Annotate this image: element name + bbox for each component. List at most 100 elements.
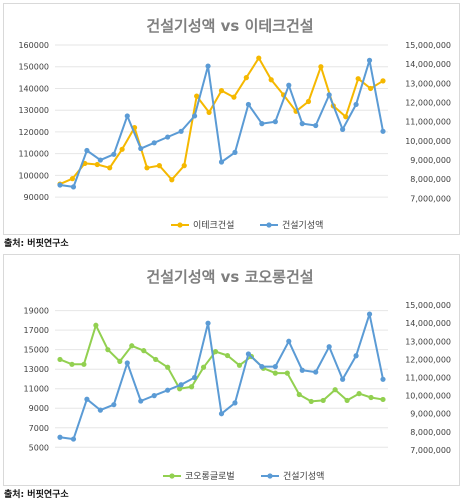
data-point <box>70 436 77 442</box>
data-point <box>177 386 183 392</box>
right-axis-tick-label: 11,000,000 <box>405 374 451 383</box>
right-axis-tick-label: 10,000,000 <box>405 392 451 401</box>
left-axis-tick-label: 11000 <box>24 385 49 394</box>
data-point <box>259 121 265 127</box>
legend-label: 코오롱글로벌 <box>185 471 235 482</box>
right-axis-tick-label: 14,000,000 <box>405 319 451 328</box>
left-axis-tick-label: 140000 <box>18 84 49 93</box>
data-point <box>299 367 305 373</box>
left-axis-tick-label: 13000 <box>24 365 49 374</box>
data-point <box>356 391 362 397</box>
data-point <box>191 113 198 119</box>
data-point <box>245 101 252 108</box>
right-axis-tick-label: 7,000,000 <box>410 446 451 455</box>
data-point <box>332 387 338 393</box>
data-point <box>272 364 278 370</box>
data-point <box>286 338 292 344</box>
data-point <box>286 82 292 88</box>
data-point <box>57 182 63 188</box>
data-point <box>138 145 144 152</box>
left-axis-tick-label: 120000 <box>18 128 49 137</box>
data-point <box>205 63 211 69</box>
data-point <box>181 163 187 169</box>
right-axis-tick-label: 13,000,000 <box>405 337 451 346</box>
data-point <box>97 157 103 163</box>
data-point <box>165 387 171 393</box>
data-point <box>256 55 262 61</box>
data-point <box>178 128 184 134</box>
data-point <box>194 93 200 99</box>
right-axis-tick-label: 8,000,000 <box>410 175 451 184</box>
data-point <box>156 163 162 169</box>
legend-marker <box>177 222 183 228</box>
data-point <box>344 397 350 404</box>
right-axis-tick-label: 9,000,000 <box>410 156 451 165</box>
right-axis-tick-label: 15,000,000 <box>405 301 451 310</box>
data-point <box>151 140 157 146</box>
data-point <box>141 348 147 354</box>
data-point <box>97 407 103 413</box>
data-point <box>326 92 332 98</box>
chart-panel-construction-vs-etech: 건설기성액 vs 이테크건설 90000 100000 110000 120000 130… <box>0 0 463 250</box>
data-point <box>178 382 184 388</box>
left-axis-tick-label: 5000 <box>29 443 49 452</box>
data-point <box>353 353 359 359</box>
right-axis-tick-label: 10,000,000 <box>405 137 451 146</box>
data-point <box>129 343 135 349</box>
left-axis-tick-label: 15000 <box>24 346 49 355</box>
data-point <box>153 356 159 363</box>
data-point <box>355 76 361 82</box>
data-point <box>105 347 111 353</box>
left-axis-tick-label: 90000 <box>24 193 49 202</box>
left-axis-tick-label: 130000 <box>18 106 49 115</box>
data-point <box>380 128 386 134</box>
data-point <box>268 77 274 83</box>
data-point <box>165 364 171 370</box>
data-point <box>368 394 374 401</box>
data-point <box>326 344 332 350</box>
data-point <box>111 402 117 408</box>
left-axis-tick-label: 17000 <box>24 326 49 335</box>
chart-frame <box>3 3 460 235</box>
data-point <box>272 370 278 376</box>
right-axis-tick-label: 11,000,000 <box>405 118 451 127</box>
data-point <box>318 64 324 70</box>
data-point <box>93 322 99 328</box>
data-point <box>206 109 212 115</box>
data-point <box>124 113 130 119</box>
data-point <box>232 149 238 155</box>
data-point <box>69 361 75 367</box>
data-point <box>138 398 144 404</box>
data-point <box>111 151 117 157</box>
data-point <box>272 119 278 125</box>
legend-label: 건설기성액 <box>282 219 323 231</box>
data-point <box>117 358 123 364</box>
data-point <box>191 374 198 381</box>
right-axis-tick-label: 7,000,000 <box>410 194 451 203</box>
data-point <box>81 361 87 367</box>
data-point <box>119 146 125 152</box>
data-point <box>169 177 175 183</box>
data-point <box>124 360 130 366</box>
right-axis-tick-label: 13,000,000 <box>405 79 451 88</box>
series-line-construction <box>59 313 384 441</box>
data-point <box>57 356 63 363</box>
left-axis-tick-label: 19000 <box>24 307 49 316</box>
legend-marker <box>169 473 175 479</box>
source-caption: 출처: 버핏연구소 <box>4 490 69 500</box>
data-point <box>366 57 373 63</box>
data-point <box>353 101 359 108</box>
left-axis-tick-label: 150000 <box>18 63 49 72</box>
chart-panel-construction-vs-kolon: 건설기성액 vs 코오롱건설 5000 7000 9000 11000 13000 1500… <box>0 251 463 501</box>
right-axis-tick-label: 14,000,000 <box>405 60 451 69</box>
data-point <box>320 397 326 404</box>
right-axis-tick-label: 8,000,000 <box>410 428 451 437</box>
data-point <box>308 398 314 405</box>
source-caption: 출처: 버핏연구소 <box>4 239 69 249</box>
data-point <box>205 320 211 326</box>
data-point <box>165 134 171 140</box>
right-axis-tick-label: 12,000,000 <box>405 99 451 108</box>
left-axis-tick-label: 160000 <box>18 41 49 50</box>
line-chart-svg: 건설기성액 vs 이테크건설 90000 100000 110000 120000 130… <box>18 17 451 231</box>
left-axis-tick-label: 7000 <box>29 424 49 433</box>
